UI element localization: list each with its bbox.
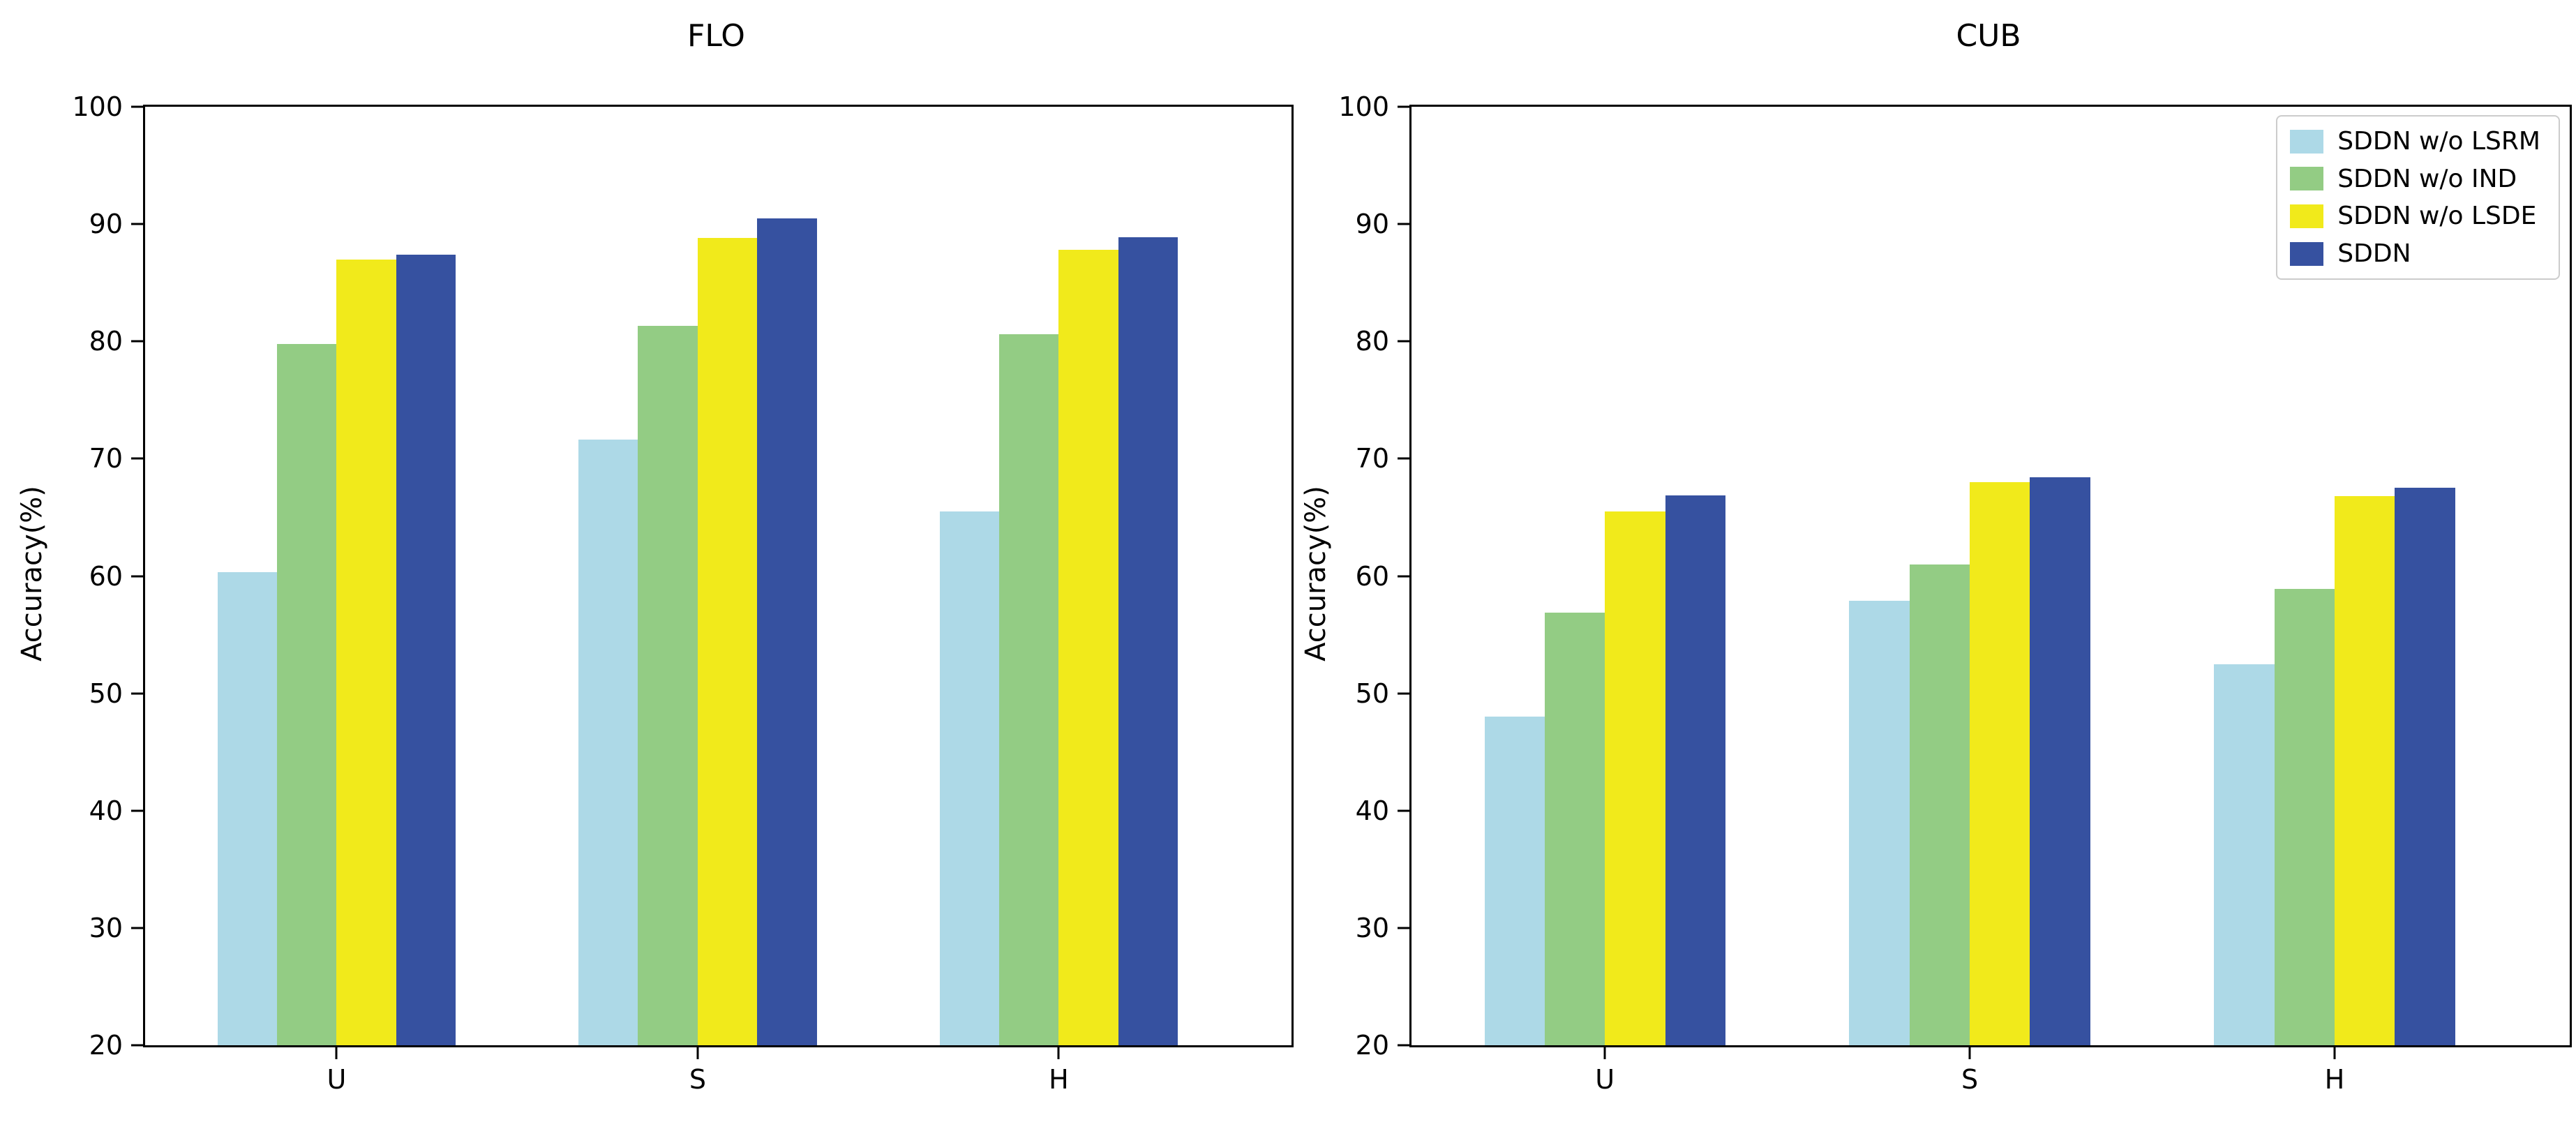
legend-label: SDDN w/o LSRM: [2337, 127, 2540, 156]
x-tick-label-H: H: [1049, 1064, 1069, 1095]
bar-sddn-w-o-lsde-U: [1605, 511, 1665, 1045]
y-tick-mark-60: [1398, 575, 1411, 577]
y-tick-label-30: 30: [1355, 912, 1389, 943]
legend-label: SDDN: [2337, 239, 2411, 268]
y-tick-mark-40: [1398, 809, 1411, 812]
bar-sddn-w-o-lsrm-S: [578, 440, 638, 1045]
bar-sddn-S: [2030, 477, 2090, 1045]
y-tick-mark-50: [1398, 692, 1411, 695]
y-tick-mark-20: [131, 1044, 145, 1047]
x-tick-label-U: U: [327, 1064, 347, 1095]
bar-sddn-w-o-ind-U: [1544, 612, 1605, 1045]
bar-sddn-w-o-lsde-S: [697, 238, 758, 1045]
y-tick-mark-80: [131, 340, 145, 343]
y-tick-mark-100: [1398, 105, 1411, 108]
axes-flo: 20 30 40 50 60 70 80 90 100 U S H: [72, 94, 1294, 1093]
axes-cub: 20 30 40 50 60 70 80 90 100 U S H SDDN w/o LSRM SDDN …: [1338, 94, 2572, 1093]
x-tick-label-H: H: [2324, 1064, 2345, 1095]
y-tick-label-70: 70: [1355, 443, 1389, 474]
y-tick-label-60: 60: [89, 560, 123, 592]
bar-sddn-S: [757, 218, 817, 1045]
y-tick-label-20: 20: [89, 1030, 123, 1061]
x-tick-mark-S: [1968, 1045, 1971, 1059]
y-tick-label-90: 90: [1355, 209, 1389, 240]
legend: SDDN w/o LSRM SDDN w/o IND SDDN w/o LSDE SD…: [2276, 115, 2560, 280]
bar-sddn-w-o-ind-H: [2274, 589, 2335, 1045]
y-tick-label-20: 20: [1355, 1030, 1389, 1061]
y-axis-label-flo: Accuracy(%): [16, 486, 48, 661]
y-tick-mark-100: [131, 105, 145, 108]
legend-label: SDDN w/o IND: [2337, 164, 2517, 193]
y-tick-label-80: 80: [89, 326, 123, 357]
bar-sddn-w-o-lsrm-H: [939, 511, 1000, 1045]
y-tick-label-40: 40: [89, 795, 123, 826]
bar-sddn-w-o-lsrm-U: [1484, 717, 1545, 1045]
bar-sddn-H: [2395, 488, 2455, 1045]
legend-label: SDDN w/o LSDE: [2337, 202, 2537, 231]
y-tick-mark-90: [131, 223, 145, 225]
y-tick-label-90: 90: [89, 209, 123, 240]
bar-sddn-w-o-lsrm-U: [217, 572, 277, 1045]
y-tick-mark-20: [1398, 1044, 1411, 1047]
x-tick-mark-H: [1057, 1045, 1060, 1059]
bar-sddn-w-o-lsde-H: [1058, 250, 1118, 1045]
x-tick-label-S: S: [689, 1064, 706, 1095]
bar-sddn-w-o-ind-U: [276, 343, 337, 1045]
y-tick-mark-40: [131, 809, 145, 812]
bar-sddn-w-o-lsde-S: [1970, 482, 2030, 1045]
x-tick-mark-U: [335, 1045, 338, 1059]
x-tick-label-U: U: [1595, 1064, 1615, 1095]
bar-sddn-U: [1665, 495, 1725, 1045]
bar-sddn-w-o-lsde-U: [336, 259, 396, 1045]
legend-item-sddn-w-o-lsrm: SDDN w/o LSRM: [2290, 128, 2540, 156]
x-tick-mark-U: [1603, 1045, 1606, 1059]
bar-sddn-U: [396, 254, 456, 1045]
y-tick-mark-50: [131, 692, 145, 695]
bar-sddn-w-o-ind-S: [1909, 564, 1970, 1045]
y-tick-mark-70: [131, 457, 145, 460]
y-tick-label-100: 100: [72, 91, 123, 122]
legend-swatch-icon: [2290, 167, 2324, 191]
y-tick-label-70: 70: [89, 443, 123, 474]
y-tick-mark-70: [1398, 457, 1411, 460]
bar-sddn-w-o-lsrm-H: [2214, 664, 2275, 1045]
y-tick-mark-30: [131, 927, 145, 929]
y-tick-mark-30: [1398, 927, 1411, 929]
y-tick-label-50: 50: [89, 678, 123, 709]
legend-item-sddn-w-o-lsde: SDDN w/o LSDE: [2290, 202, 2540, 230]
legend-item-sddn-w-o-ind: SDDN w/o IND: [2290, 165, 2540, 193]
y-tick-mark-60: [131, 575, 145, 577]
x-tick-label-S: S: [1961, 1064, 1979, 1095]
y-tick-mark-90: [1398, 223, 1411, 225]
plot-title-cub: CUB: [1956, 18, 2021, 54]
x-tick-mark-S: [696, 1045, 699, 1059]
y-tick-label-30: 30: [89, 912, 123, 943]
bar-sddn-H: [1118, 237, 1178, 1045]
y-tick-label-80: 80: [1355, 326, 1389, 357]
bar-sddn-w-o-ind-S: [638, 326, 698, 1045]
legend-swatch-icon: [2290, 241, 2324, 266]
x-tick-mark-H: [2333, 1045, 2336, 1059]
bar-sddn-w-o-lsde-H: [2335, 496, 2395, 1045]
legend-item-sddn: SDDN: [2290, 240, 2540, 268]
y-tick-label-40: 40: [1355, 795, 1389, 826]
y-tick-label-50: 50: [1355, 678, 1389, 709]
bar-sddn-w-o-ind-H: [999, 334, 1059, 1045]
y-tick-label-100: 100: [1338, 91, 1389, 122]
y-tick-label-60: 60: [1355, 560, 1389, 592]
legend-swatch-icon: [2290, 204, 2324, 228]
bar-sddn-w-o-lsrm-S: [1849, 600, 1910, 1045]
y-tick-mark-80: [1398, 340, 1411, 343]
plot-title-flo: FLO: [687, 18, 745, 54]
legend-swatch-icon: [2290, 129, 2324, 154]
y-axis-label-cub: Accuracy(%): [1300, 486, 1332, 661]
